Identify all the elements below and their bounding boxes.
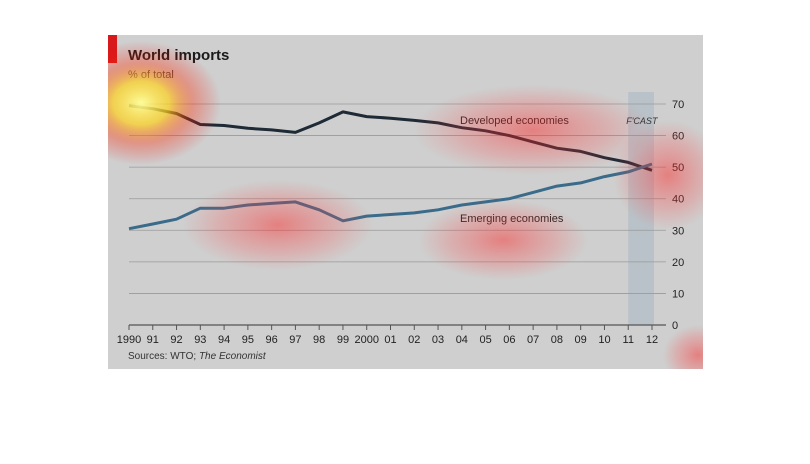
chart-title: World imports	[128, 47, 230, 64]
y-tick-label: 20	[672, 257, 684, 269]
x-tick-label: 03	[432, 334, 444, 346]
x-tick-label: 10	[598, 334, 610, 346]
forecast-label: F'CAST	[626, 116, 659, 126]
series-label-developed: Developed economies	[460, 115, 569, 127]
sources-publication: The Economist	[198, 351, 266, 362]
chart-card: F'CAST 0 10 20 30 40 50 60 70 1990 91 92 93 94 95 96 97 9…	[108, 35, 703, 369]
x-tick-label: 2000	[354, 334, 378, 346]
x-tick-label: 05	[479, 334, 491, 346]
series-label-emerging: Emerging economies	[460, 213, 564, 225]
y-tick-label: 70	[672, 99, 684, 111]
x-tick-label: 06	[503, 334, 515, 346]
x-tick-label: 01	[384, 334, 396, 346]
y-tick-label: 40	[672, 194, 684, 206]
x-tick-label: 92	[170, 334, 182, 346]
y-tick-label: 0	[672, 320, 678, 332]
x-tick-label: 09	[575, 334, 587, 346]
y-tick-label: 60	[672, 131, 684, 143]
x-tick-label: 91	[147, 334, 159, 346]
x-tick-label: 08	[551, 334, 563, 346]
y-tick-label: 10	[672, 288, 684, 300]
x-tick-label: 98	[313, 334, 325, 346]
x-tick-label: 97	[289, 334, 301, 346]
x-tick-label: 02	[408, 334, 420, 346]
y-tick-label: 30	[672, 225, 684, 237]
forecast-band	[628, 92, 654, 325]
emerging-economies-line	[128, 162, 653, 231]
x-tick-label: 96	[266, 334, 278, 346]
x-tick-label: 99	[337, 334, 349, 346]
x-tick-label: 1990	[117, 334, 141, 346]
x-tick-label: 93	[194, 334, 206, 346]
x-tick-label: 07	[527, 334, 539, 346]
sources-note: Sources: WTO; The Economist	[128, 351, 266, 362]
sources-prefix: Sources: WTO;	[128, 351, 199, 362]
x-tick-label: 11	[623, 334, 634, 346]
developed-economies-line	[128, 104, 653, 172]
x-tick-label: 12	[646, 334, 658, 346]
chart-subtitle: % of total	[128, 69, 174, 81]
x-tick-label: 04	[456, 334, 468, 346]
x-tick-label: 95	[242, 334, 254, 346]
y-tick-label: 50	[672, 162, 684, 174]
x-tick-label: 94	[218, 334, 230, 346]
